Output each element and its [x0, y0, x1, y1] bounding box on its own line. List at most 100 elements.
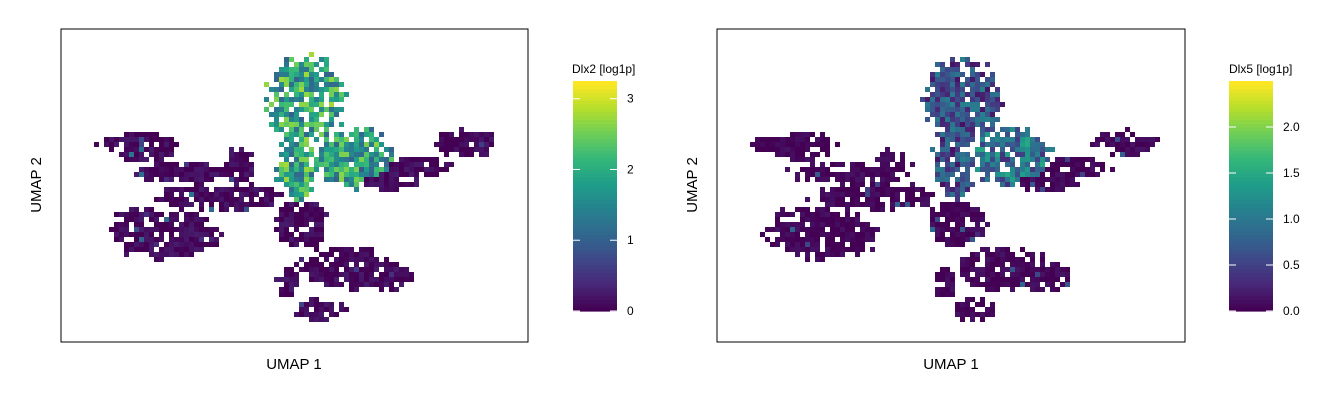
umap-cell: [980, 87, 985, 92]
umap-cell: [1120, 152, 1125, 157]
umap-cell: [810, 167, 815, 172]
umap-cell: [284, 92, 289, 97]
umap-cell: [474, 137, 479, 142]
umap-cell: [825, 232, 830, 237]
umap-cell: [179, 237, 184, 242]
umap-cell: [960, 187, 965, 192]
umap-cell: [965, 297, 970, 302]
umap-cell: [790, 157, 795, 162]
umap-cell: [850, 162, 855, 167]
umap-cell: [985, 262, 990, 267]
umap-cell: [815, 242, 820, 247]
umap-cell: [344, 252, 349, 257]
umap-cell: [329, 142, 334, 147]
umap-cell: [1130, 132, 1135, 137]
umap-cell: [970, 252, 975, 257]
umap-cell: [935, 92, 940, 97]
umap-cell: [339, 247, 344, 252]
umap-cell: [189, 237, 194, 242]
umap-cell: [149, 242, 154, 247]
umap-cell: [284, 107, 289, 112]
umap-cell: [199, 227, 204, 232]
umap-cell: [985, 127, 990, 132]
umap-cell: [284, 77, 289, 82]
umap-cell: [249, 172, 254, 177]
umap-cell: [369, 172, 374, 177]
umap-cell: [985, 287, 990, 292]
umap-cell: [184, 187, 189, 192]
umap-cell: [940, 227, 945, 232]
umap-cell: [1055, 267, 1060, 272]
umap-cell: [1080, 162, 1085, 167]
umap-cell: [1025, 132, 1030, 137]
umap-cell: [304, 182, 309, 187]
umap-cell: [935, 117, 940, 122]
umap-cell: [364, 177, 369, 182]
umap-cell: [980, 82, 985, 87]
umap-cell: [229, 157, 234, 162]
umap-cell: [164, 247, 169, 252]
umap-cell: [935, 87, 940, 92]
umap-cell: [825, 217, 830, 222]
umap-cell: [389, 157, 394, 162]
umap-cell: [469, 132, 474, 137]
umap-cell: [940, 77, 945, 82]
umap-cell: [294, 227, 299, 232]
umap-cell: [820, 222, 825, 227]
umap-cell: [324, 107, 329, 112]
umap-cell: [219, 172, 224, 177]
umap-cell: [284, 147, 289, 152]
umap-cell: [1060, 187, 1065, 192]
umap-cell: [985, 157, 990, 162]
colorbar-gradient-step: [573, 157, 617, 163]
umap-cell: [795, 242, 800, 247]
umap-cell: [374, 147, 379, 152]
umap-cell: [134, 137, 139, 142]
umap-cell: [955, 122, 960, 127]
umap-cell: [304, 82, 309, 87]
umap-cell: [1040, 257, 1045, 262]
umap-cell: [314, 247, 319, 252]
umap-cell: [434, 162, 439, 167]
umap-cell: [374, 157, 379, 162]
umap-cell: [945, 167, 950, 172]
umap-cell: [289, 192, 294, 197]
colorbar-tick-label: 0: [627, 304, 634, 318]
umap-cell: [194, 217, 199, 222]
umap-cell: [304, 87, 309, 92]
umap-cell: [439, 137, 444, 142]
umap-cell: [995, 287, 1000, 292]
umap-cell: [935, 107, 940, 112]
umap-cell: [1025, 147, 1030, 152]
umap-cell: [214, 197, 219, 202]
umap-cell: [975, 277, 980, 282]
umap-cell: [369, 272, 374, 277]
umap-cell: [980, 112, 985, 117]
umap-cell: [339, 307, 344, 312]
umap-cell: [960, 222, 965, 227]
umap-cell: [119, 152, 124, 157]
umap-cell: [289, 177, 294, 182]
umap-cell: [955, 67, 960, 72]
umap-cell: [169, 152, 174, 157]
umap-cell: [955, 152, 960, 157]
umap-cell: [304, 192, 309, 197]
umap-cell: [124, 247, 129, 252]
umap-cell: [1030, 257, 1035, 262]
umap-cell: [294, 242, 299, 247]
umap-cell: [249, 187, 254, 192]
umap-cell: [810, 142, 815, 147]
umap-cell: [955, 312, 960, 317]
umap-cell: [134, 217, 139, 222]
umap-cell: [1015, 172, 1020, 177]
umap-cell: [169, 212, 174, 217]
umap-cell: [319, 232, 324, 237]
umap-cell: [299, 117, 304, 122]
umap-cell: [1115, 132, 1120, 137]
umap-cell: [194, 167, 199, 172]
umap-cell: [324, 307, 329, 312]
umap-cell: [940, 277, 945, 282]
umap-cell: [755, 137, 760, 142]
umap-cell: [1030, 137, 1035, 142]
umap-cell: [354, 162, 359, 167]
